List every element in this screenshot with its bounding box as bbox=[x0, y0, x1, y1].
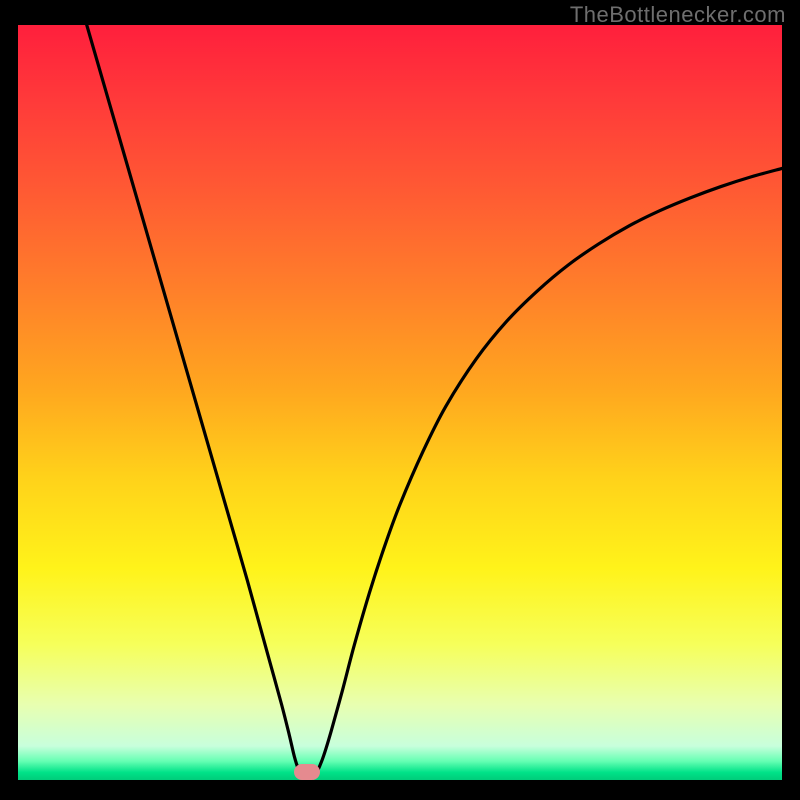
watermark-text: TheBottlenecker.com bbox=[570, 2, 786, 28]
optimum-marker bbox=[294, 764, 320, 780]
chart-canvas: TheBottlenecker.com bbox=[0, 0, 800, 800]
plot-svg bbox=[18, 25, 782, 780]
gradient-background bbox=[18, 25, 782, 780]
plot-area bbox=[18, 25, 782, 780]
